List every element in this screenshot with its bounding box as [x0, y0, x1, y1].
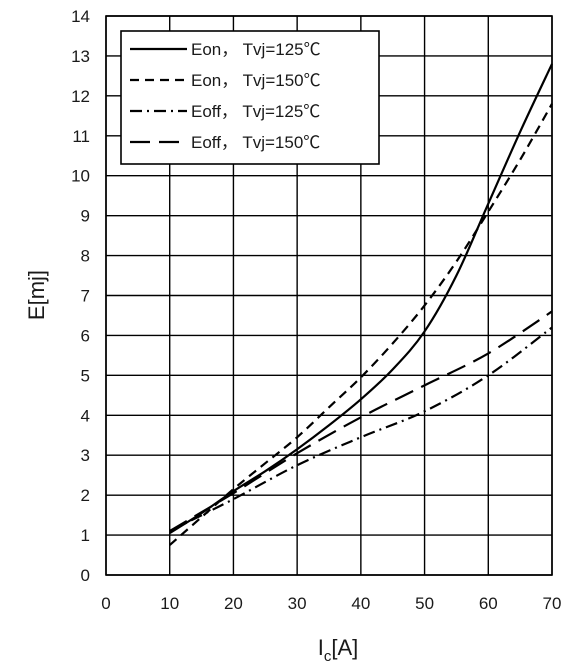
y-tick-label: 7 [81, 287, 90, 306]
x-tick-label: 0 [101, 594, 110, 613]
grid [105, 15, 553, 576]
x-tick-label: 70 [543, 594, 562, 613]
x-tick-label: 50 [415, 594, 434, 613]
x-tick-label: 10 [160, 594, 179, 613]
plot-frame [105, 15, 553, 576]
x-axis-label-sub: c [324, 648, 332, 665]
x-tick-label: 40 [351, 594, 370, 613]
y-tick-label: 14 [71, 7, 90, 26]
y-tick-label: 8 [81, 247, 90, 266]
y-tick-label: 10 [71, 167, 90, 186]
legend-label: Eon， Tvj=150℃ [191, 71, 321, 90]
y-tick-label: 1 [81, 526, 90, 545]
y-tick-label: 13 [71, 47, 90, 66]
x-tick-label: 30 [288, 594, 307, 613]
series-layer [168, 63, 553, 546]
series-line-3 [169, 310, 553, 533]
y-tick-label: 2 [81, 486, 90, 505]
legend: Eon， Tvj=125℃ Eon， Tvj=150℃ Eoff， Tvj=125℃… [120, 30, 380, 165]
y-tick-label: 4 [81, 406, 90, 425]
x-tick-label: 20 [224, 594, 243, 613]
y-tick-label: 6 [81, 326, 90, 345]
y-axis-label: E[mj] [24, 270, 49, 320]
y-tick-label: 9 [81, 207, 90, 226]
legend-label: Eoff， Tvj=150℃ [191, 133, 320, 152]
y-tick-label: 0 [81, 566, 90, 585]
legend-label: Eoff， Tvj=125℃ [191, 102, 320, 121]
y-tick-label: 12 [71, 87, 90, 106]
series-line-0 [169, 63, 553, 535]
legend-label: Eon， Tvj=125℃ [191, 40, 321, 59]
x-axis-label-main: I [318, 635, 324, 660]
x-axis-label: Ic[A] [318, 635, 359, 665]
y-tick-label: 11 [72, 127, 90, 146]
y-tick-label: 5 [81, 366, 90, 385]
y-tick-label: 3 [81, 446, 90, 465]
x-axis-label-unit: [A] [331, 635, 358, 660]
x-tick-label: 60 [479, 594, 498, 613]
